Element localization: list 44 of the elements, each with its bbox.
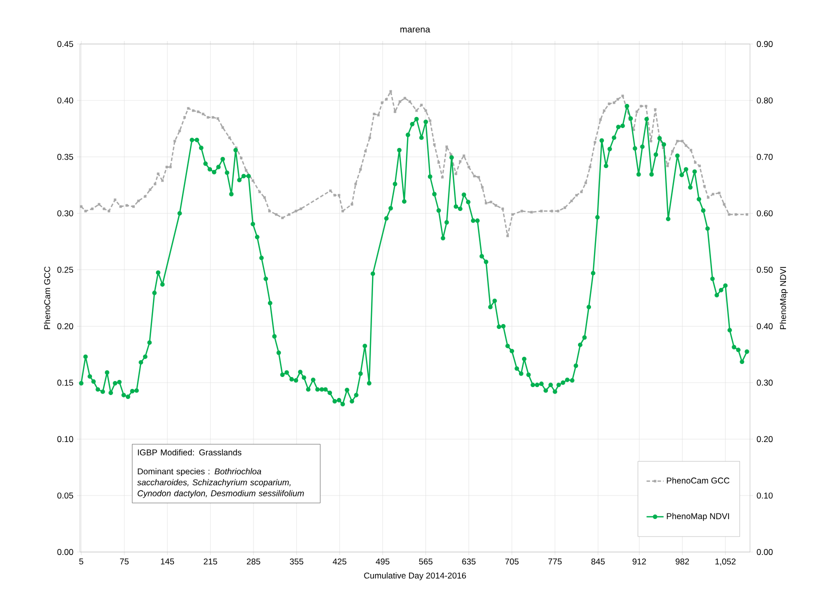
x-tick-label: 912 <box>632 558 646 564</box>
x-tick-label: 145 <box>160 558 174 564</box>
y-tick-label: 0.15 <box>57 380 74 386</box>
legend-label: PhenoMap NDVI <box>666 512 729 521</box>
x-tick-label: 215 <box>204 558 218 564</box>
y2-tick-label: 0.90 <box>756 41 773 47</box>
x-tick-label: 845 <box>591 558 605 564</box>
chart-title: marena <box>400 28 430 33</box>
x-axis-title: Cumulative Day 2014-2016 <box>364 572 466 580</box>
x-tick-label: 775 <box>548 558 562 564</box>
y-tick-label: 0.10 <box>57 436 74 442</box>
y-tick-label: 0.20 <box>57 323 74 330</box>
x-tick-label: 635 <box>462 558 476 564</box>
y2-tick-label: 0.10 <box>756 492 773 499</box>
y2-tick-label: 0.50 <box>756 266 773 273</box>
y-axis-title: PhenoCam GCC <box>44 266 50 330</box>
y-tick-label: 0.35 <box>57 154 74 160</box>
x-tick-label: 425 <box>332 558 346 564</box>
y2-tick-label: 0.60 <box>756 210 773 216</box>
x-tick-label: 285 <box>246 558 260 564</box>
annotation: IGBP Modified: Grasslands <box>138 449 242 456</box>
y2-tick-label: 0.70 <box>756 154 773 160</box>
y-tick-label: 0.00 <box>57 549 74 555</box>
y-tick-label: 0.45 <box>57 41 74 47</box>
x-tick-label: 705 <box>505 558 519 564</box>
x-tick-label: 355 <box>290 558 304 564</box>
y-tick-label: 0.30 <box>57 210 74 216</box>
y2-tick-label: 0.20 <box>756 436 773 442</box>
x-tick-label: 75 <box>120 558 129 564</box>
y2-axis-title: PhenoMap NDVI <box>780 267 788 330</box>
x-tick-label: 565 <box>419 558 432 564</box>
y2-tick-label: 0.00 <box>756 549 773 555</box>
x-tick-label: 495 <box>376 558 390 564</box>
y2-tick-label: 0.40 <box>756 323 773 330</box>
y2-tick-label: 0.80 <box>756 97 773 104</box>
y-tick-label: 0.05 <box>57 492 74 499</box>
x-tick-label: 1,052 <box>715 558 736 566</box>
y-tick-label: 0.40 <box>57 97 74 104</box>
y-tick-label: 0.25 <box>57 266 74 273</box>
legend-label: PhenoCam GCC <box>666 477 730 484</box>
x-tick-label: 982 <box>676 558 689 564</box>
y2-tick-label: 0.30 <box>756 380 773 386</box>
annotation: Dominant species : Bothriochloa saccharoides, Schizachyrium scoparium, Cynodon dactylon, Desmodium sessilifolium <box>137 468 304 498</box>
x-tick-label: 5 <box>79 558 84 564</box>
